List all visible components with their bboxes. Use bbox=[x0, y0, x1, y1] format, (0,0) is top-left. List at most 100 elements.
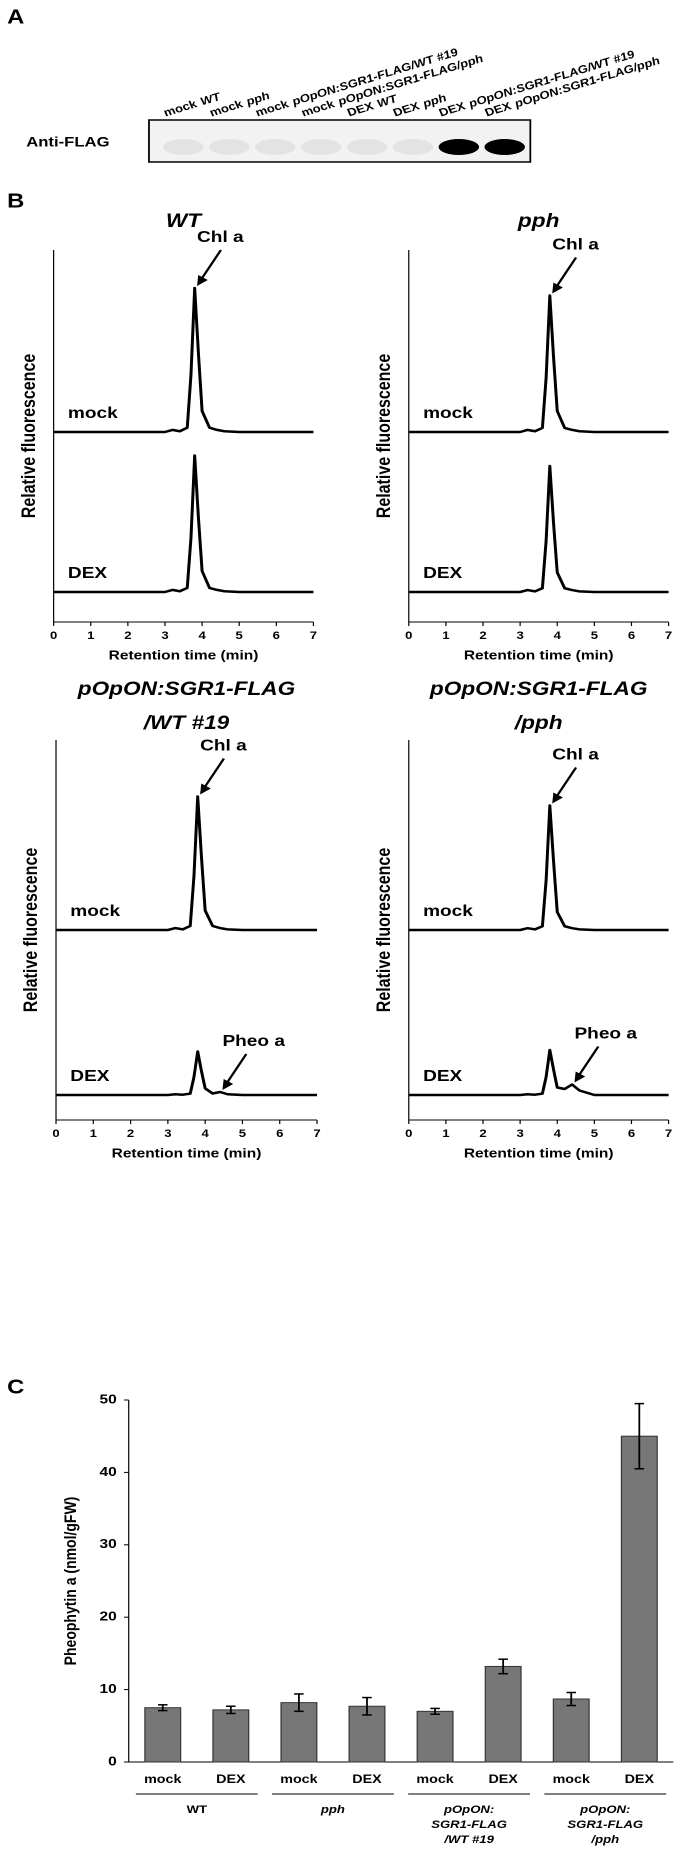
x-tick-label: 0 bbox=[405, 629, 413, 642]
x-tick-label: 5 bbox=[239, 1127, 247, 1140]
trace bbox=[408, 464, 669, 594]
band bbox=[209, 139, 250, 155]
x-axis-label: Retention time (min) bbox=[109, 649, 259, 664]
x-tick-label: DEX bbox=[625, 1772, 655, 1786]
annotation: Chl a bbox=[552, 745, 599, 763]
x-tick-label: 6 bbox=[276, 1127, 284, 1140]
trace bbox=[53, 286, 314, 434]
x-axis-label: Retention time (min) bbox=[464, 1147, 614, 1162]
blot-label: Anti-FLAG bbox=[26, 135, 109, 150]
x-tick-label: 5 bbox=[236, 629, 244, 642]
chart-title: /pph bbox=[514, 713, 563, 734]
x-tick-label: 1 bbox=[87, 629, 95, 642]
series-label: DEX bbox=[70, 1067, 109, 1085]
x-tick-label: DEX bbox=[488, 1772, 518, 1786]
bar bbox=[212, 1709, 250, 1763]
x-tick-label: 2 bbox=[479, 1127, 487, 1140]
x-tick-label: 3 bbox=[164, 1127, 172, 1140]
band bbox=[438, 139, 480, 155]
arrow-shaft bbox=[575, 1046, 600, 1079]
y-axis-label: Pheophytin a (nmol/gFW) bbox=[62, 1497, 80, 1666]
arrow-shaft bbox=[553, 767, 578, 800]
y-tick-label: 50 bbox=[100, 1393, 117, 1408]
chart-title: WT bbox=[166, 211, 204, 232]
x-tick-label: 2 bbox=[127, 1127, 135, 1140]
series-label: mock bbox=[423, 404, 473, 422]
arrow-shaft bbox=[223, 1053, 248, 1087]
group-label: pph bbox=[320, 1803, 345, 1816]
x-tick-label: 5 bbox=[591, 629, 599, 642]
arrow-shaft bbox=[201, 758, 225, 791]
x-tick-label: 2 bbox=[124, 629, 132, 642]
x-tick-label: 7 bbox=[665, 629, 673, 642]
x-tick-label: mock bbox=[553, 1772, 591, 1786]
group-label: pOpON: bbox=[579, 1803, 630, 1816]
band bbox=[484, 139, 525, 155]
series-label: mock bbox=[423, 902, 473, 920]
chart-title: /WT #19 bbox=[143, 713, 230, 734]
x-tick-label: 7 bbox=[310, 629, 318, 642]
x-axis-label: Retention time (min) bbox=[112, 1147, 262, 1162]
x-tick-label: 4 bbox=[554, 629, 562, 642]
y-tick-label: 0 bbox=[108, 1755, 117, 1770]
arrow-shaft bbox=[553, 257, 578, 290]
panel-label: B bbox=[7, 189, 24, 212]
x-tick-label: 2 bbox=[479, 629, 487, 642]
x-tick-label: DEX bbox=[216, 1772, 246, 1786]
group-label: WT bbox=[187, 1803, 208, 1816]
trace bbox=[408, 804, 669, 932]
trace bbox=[408, 294, 669, 434]
x-axis-label: Retention time (min) bbox=[464, 649, 614, 664]
x-tick-label: 3 bbox=[516, 1127, 524, 1140]
x-tick-label: 5 bbox=[591, 1127, 599, 1140]
lane-treatment: mock bbox=[162, 97, 200, 119]
annotation: Chl a bbox=[197, 228, 244, 246]
x-tick-label: 6 bbox=[628, 1127, 636, 1140]
annotation: Chl a bbox=[552, 235, 599, 253]
arrow-head bbox=[552, 792, 563, 804]
chart-title: pOpON:SGR1-FLAG bbox=[77, 679, 296, 700]
x-tick-label: DEX bbox=[352, 1772, 382, 1786]
group-label: pOpON: bbox=[443, 1803, 494, 1816]
band bbox=[392, 139, 434, 155]
arrow-shaft bbox=[198, 249, 222, 283]
group-label: /pph bbox=[590, 1833, 619, 1846]
y-axis-label: Relative fluorescence bbox=[373, 848, 395, 1013]
bar bbox=[484, 1665, 522, 1763]
band bbox=[300, 139, 342, 155]
x-tick-label: 4 bbox=[554, 1127, 562, 1140]
lane-genotype: WT bbox=[375, 92, 401, 110]
x-tick-label: 1 bbox=[442, 629, 450, 642]
group-label: /WT #19 bbox=[443, 1833, 494, 1846]
y-axis-label: Relative fluorescence bbox=[20, 848, 42, 1013]
trace bbox=[408, 1048, 669, 1097]
panel-label: C bbox=[7, 1375, 24, 1398]
series-label: mock bbox=[68, 404, 118, 422]
x-tick-label: 1 bbox=[90, 1127, 98, 1140]
x-tick-label: mock bbox=[280, 1772, 318, 1786]
series-label: mock bbox=[70, 902, 120, 920]
panel-label: A bbox=[7, 5, 24, 28]
x-tick-label: 0 bbox=[405, 1127, 413, 1140]
blot bbox=[148, 119, 532, 163]
annotation: Chl a bbox=[200, 736, 247, 754]
band bbox=[255, 139, 296, 155]
series-label: DEX bbox=[423, 1067, 462, 1085]
bar bbox=[620, 1435, 658, 1763]
x-tick-label: 3 bbox=[516, 629, 524, 642]
lane-genotype: WT bbox=[198, 90, 224, 108]
y-axis-label: Relative fluorescence bbox=[373, 354, 395, 519]
x-tick-label: 0 bbox=[52, 1127, 60, 1140]
x-tick-label: 6 bbox=[628, 629, 636, 642]
chart-title: pOpON:SGR1-FLAG bbox=[429, 679, 648, 700]
group-label: SGR1-FLAG bbox=[431, 1818, 507, 1831]
x-tick-label: 1 bbox=[442, 1127, 450, 1140]
trace bbox=[56, 795, 318, 932]
arrow-head bbox=[222, 1079, 234, 1090]
x-tick-label: 7 bbox=[665, 1127, 673, 1140]
x-tick-label: 0 bbox=[50, 629, 58, 642]
y-tick-label: 20 bbox=[100, 1610, 117, 1625]
x-tick-label: mock bbox=[416, 1772, 454, 1786]
